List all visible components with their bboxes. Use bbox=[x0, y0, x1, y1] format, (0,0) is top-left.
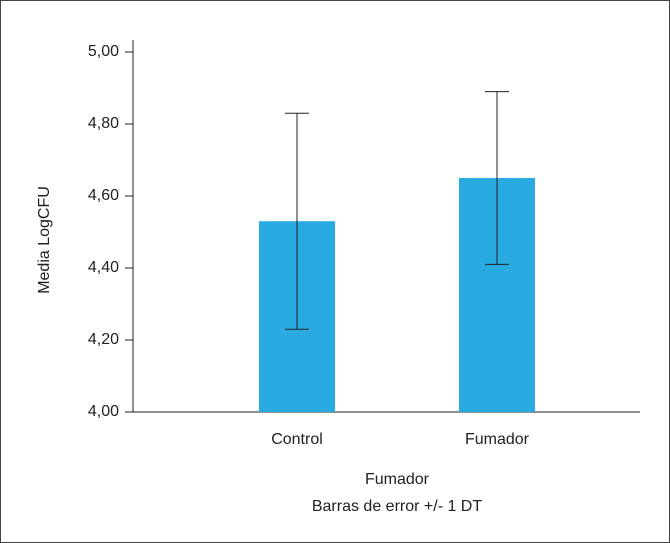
y-tick-label: 4,20 bbox=[88, 331, 119, 348]
y-tick-label: 4,80 bbox=[88, 115, 119, 132]
x-tick-label: Fumador bbox=[465, 431, 530, 448]
note: Barras de error +/- 1 DT bbox=[312, 498, 483, 515]
y-axis-label: Media LogCFU bbox=[36, 186, 53, 294]
x-axis-label: Fumador bbox=[365, 471, 430, 488]
y-tick-label: 4,60 bbox=[88, 187, 119, 204]
y-tick-label: 4,00 bbox=[88, 403, 119, 420]
x-tick-label: Control bbox=[271, 431, 323, 448]
y-tick-label: 4,40 bbox=[88, 259, 119, 276]
y-tick-label: 5,00 bbox=[88, 43, 119, 60]
